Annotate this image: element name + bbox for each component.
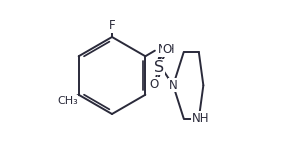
Text: S: S	[154, 60, 164, 75]
Text: N: N	[169, 79, 178, 92]
Text: O: O	[150, 78, 159, 91]
Text: NH: NH	[192, 112, 209, 125]
Text: F: F	[109, 19, 115, 32]
Text: O: O	[162, 43, 172, 56]
Text: NH: NH	[158, 43, 176, 56]
Text: CH₃: CH₃	[57, 96, 78, 106]
